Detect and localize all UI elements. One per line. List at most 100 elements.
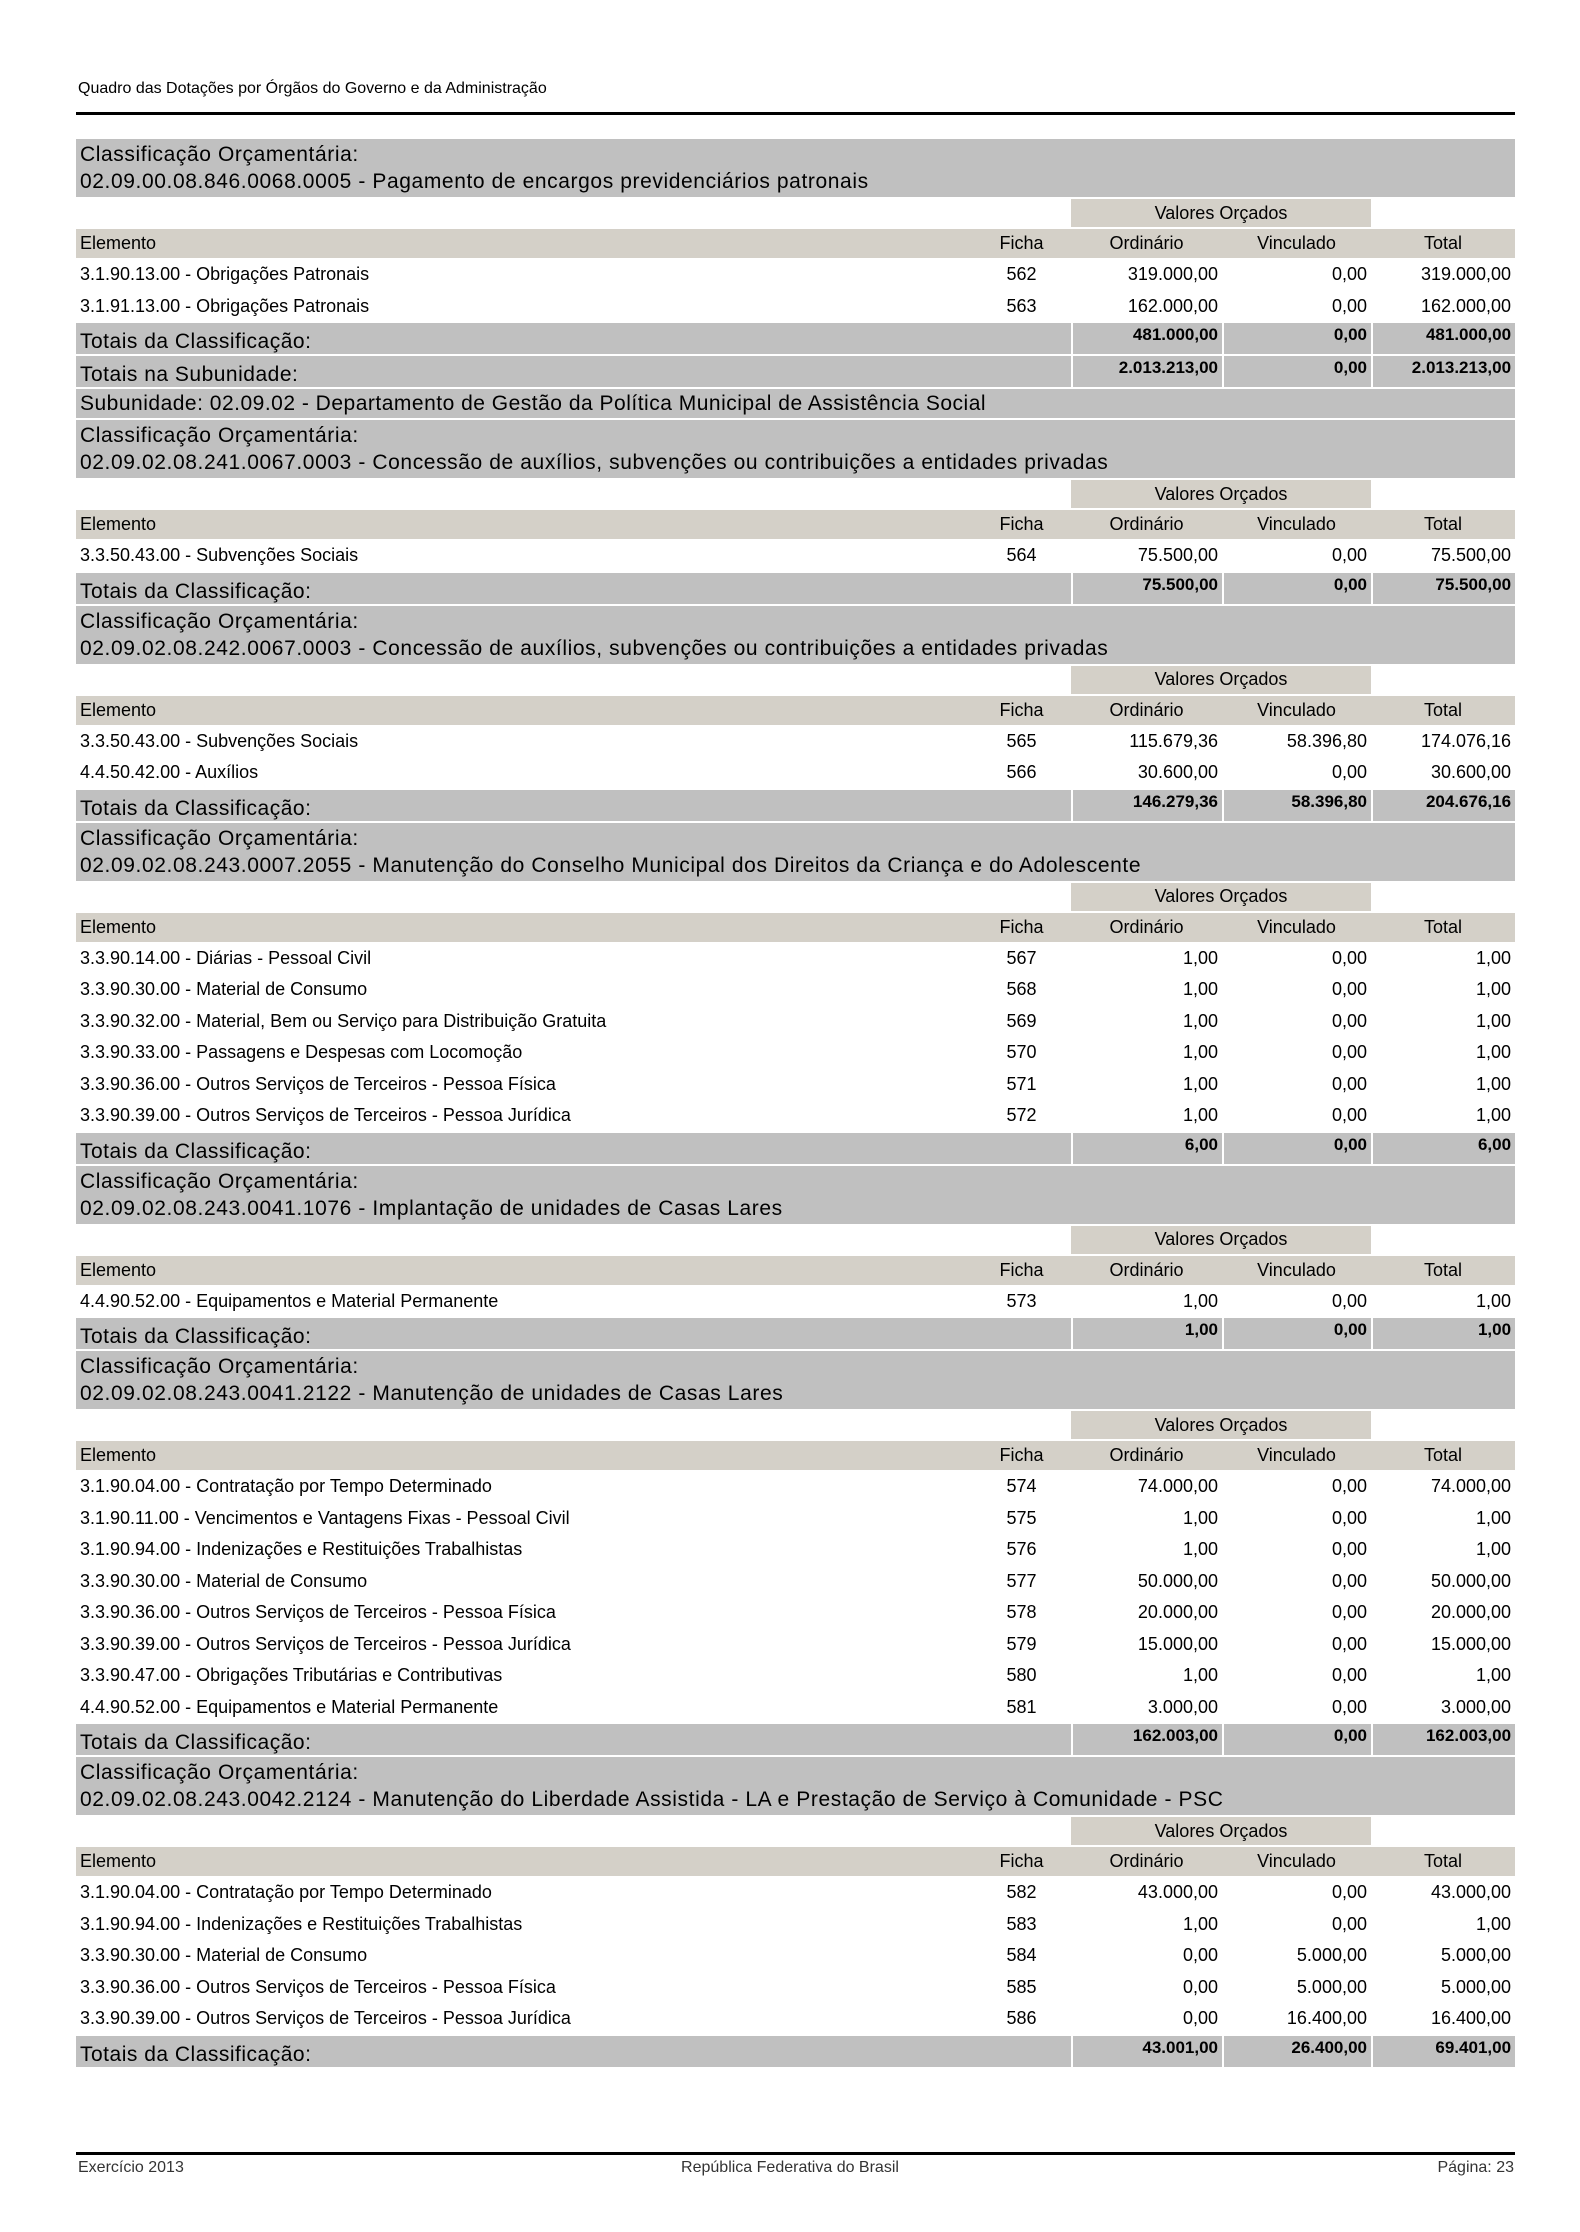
budget-table: Classificação Orçamentária: 02.09.00.08.8… xyxy=(76,137,1516,2069)
ordinario-cell: 43.000,00 xyxy=(1137,1882,1218,1903)
col-header-total: Total xyxy=(1371,1255,1516,1285)
ordinario-cell: 3.000,00 xyxy=(1147,1696,1218,1717)
totals-ordinario: 146.279,36 xyxy=(1071,789,1222,821)
ordinario-cell: 1,00 xyxy=(1182,1913,1218,1934)
table-row: 3.3.90.30.00 - Material de Consumo 584 0,0… xyxy=(76,1941,1515,1971)
elemento-cell: 3.3.90.14.00 - Diárias - Pessoal Civil xyxy=(80,947,372,968)
totals-vinculado: 0,00 xyxy=(1222,323,1371,354)
classification-code-title: 02.09.02.08.243.0041.1076 - Implantação … xyxy=(80,1196,783,1220)
total-cell: 1,00 xyxy=(1476,1913,1512,1934)
classification-header: Classificação Orçamentária: 02.09.02.08.2… xyxy=(76,605,1516,664)
vinculado-cell: 16.400,00 xyxy=(1286,2008,1367,2029)
total-cell: 1,00 xyxy=(1476,947,1512,968)
classification-header: Classificação Orçamentária: 02.09.02.08.2… xyxy=(76,1757,1516,1815)
column-header-row: Elemento Ficha Ordinário Vinculado Total xyxy=(76,695,1516,725)
col-header-ordinario: Ordinário xyxy=(1071,1847,1222,1876)
ordinario-cell: 1,00 xyxy=(1182,947,1218,968)
elemento-cell: 4.4.50.42.00 - Auxílios xyxy=(80,762,259,783)
table-row: 3.1.90.13.00 - Obrigações Patronais 562 31… xyxy=(76,260,1515,290)
budget-table-container: Classificação Orçamentária: 02.09.00.08.8… xyxy=(76,137,1516,2069)
elemento-cell: 3.1.91.13.00 - Obrigações Patronais xyxy=(80,295,370,316)
total-cell: 174.076,16 xyxy=(1420,730,1512,751)
subunit-totals-row: Totais na Subunidade: 2.013.213,00 0,00 2.0… xyxy=(76,356,1516,387)
ficha-cell: 573 xyxy=(1006,1290,1037,1311)
classification-header: Classificação Orçamentária: 02.09.02.08.2… xyxy=(76,1165,1516,1224)
total-cell: 15.000,00 xyxy=(1430,1633,1512,1654)
col-header-vinculado: Vinculado xyxy=(1222,912,1371,942)
classification-label: Classificação Orçamentária: xyxy=(80,1761,359,1784)
totals-vinculado: 0,00 xyxy=(1222,356,1371,387)
col-header-vinculado: Vinculado xyxy=(1222,1441,1371,1470)
col-header-ficha: Ficha xyxy=(972,1847,1071,1876)
totals-label: Totais da Classificação: xyxy=(76,572,1071,604)
classification-code-title: 02.09.02.08.243.0041.2122 - Manutenção d… xyxy=(80,1382,784,1405)
valores-orcados-row: Valores Orçados xyxy=(76,480,1515,508)
table-row: 3.3.90.36.00 - Outros Serviços de Tercei… xyxy=(76,1598,1515,1628)
elemento-cell: 4.4.90.52.00 - Equipamentos e Material P… xyxy=(80,1696,499,1717)
column-header-row: Elemento Ficha Ordinário Vinculado Total xyxy=(76,1441,1516,1470)
vinculado-cell: 0,00 xyxy=(1331,1882,1367,1903)
total-cell: 1,00 xyxy=(1476,1010,1512,1031)
ordinario-cell: 20.000,00 xyxy=(1137,1602,1218,1623)
total-cell: 50.000,00 xyxy=(1430,1570,1512,1591)
elemento-cell: 3.1.90.11.00 - Vencimentos e Vantagens F… xyxy=(80,1507,570,1528)
elemento-cell: 3.1.90.94.00 - Indenizações e Restituiçõ… xyxy=(80,1913,523,1934)
column-header-row: Elemento Ficha Ordinário Vinculado Total xyxy=(76,229,1516,258)
ordinario-cell: 1,00 xyxy=(1182,1010,1218,1031)
classification-label: Classificação Orçamentária: xyxy=(80,826,359,850)
ordinario-cell: 74.000,00 xyxy=(1137,1476,1218,1497)
ficha-cell: 579 xyxy=(1006,1633,1037,1654)
totals-total: 2.013.213,00 xyxy=(1371,356,1516,387)
classification-label: Classificação Orçamentária: xyxy=(80,1169,359,1193)
column-header-row: Elemento Ficha Ordinário Vinculado Total xyxy=(76,1255,1516,1285)
vinculado-cell: 0,00 xyxy=(1331,1476,1367,1497)
table-row: 3.3.90.30.00 - Material de Consumo 577 50.… xyxy=(76,1567,1515,1597)
elemento-cell: 3.3.90.30.00 - Material de Consumo xyxy=(80,979,368,1000)
table-row: 3.3.90.30.00 - Material de Consumo 568 1,0… xyxy=(76,975,1515,1005)
valores-orcados-row: Valores Orçados xyxy=(76,1817,1515,1845)
ficha-cell: 575 xyxy=(1006,1507,1037,1528)
valores-orcados-header: Valores Orçados xyxy=(1071,1225,1371,1254)
valores-orcados-row: Valores Orçados xyxy=(76,199,1515,227)
classification-header: Classificação Orçamentária: 02.09.02.08.2… xyxy=(76,420,1516,478)
ordinario-cell: 50.000,00 xyxy=(1137,1570,1218,1591)
col-header-ficha: Ficha xyxy=(972,510,1071,539)
total-cell: 1,00 xyxy=(1476,1539,1512,1560)
table-row: 3.1.90.94.00 - Indenizações e Restituiçõ… xyxy=(76,1535,1515,1565)
totals-ordinario: 6,00 xyxy=(1071,1132,1222,1164)
ordinario-cell: 75.500,00 xyxy=(1137,545,1218,566)
col-header-total: Total xyxy=(1371,229,1516,258)
totals-vinculado: 58.396,80 xyxy=(1222,789,1371,821)
ordinario-cell: 1,00 xyxy=(1182,1042,1218,1063)
elemento-cell: 3.3.90.36.00 - Outros Serviços de Tercei… xyxy=(80,1976,556,1997)
col-header-total: Total xyxy=(1371,510,1516,539)
footer-rule xyxy=(76,2152,1515,2155)
table-row: 3.3.90.36.00 - Outros Serviços de Tercei… xyxy=(76,1070,1515,1100)
blank-cell xyxy=(1371,883,1515,911)
classification-totals-row: Totais da Classificação: 481.000,00 0,00 48… xyxy=(76,323,1516,354)
ficha-cell: 585 xyxy=(1006,1976,1037,1997)
total-cell: 30.600,00 xyxy=(1430,762,1512,783)
table-row: 3.1.91.13.00 - Obrigações Patronais 563 16… xyxy=(76,292,1515,322)
ficha-cell: 572 xyxy=(1006,1105,1037,1126)
blank-cell xyxy=(1371,480,1515,508)
total-cell: 1,00 xyxy=(1476,1105,1512,1126)
ficha-cell: 565 xyxy=(1006,730,1037,751)
vinculado-cell: 0,00 xyxy=(1331,1570,1367,1591)
totals-label: Totais da Classificação: xyxy=(76,1132,1071,1164)
vinculado-cell: 0,00 xyxy=(1331,1105,1367,1126)
ficha-cell: 584 xyxy=(1006,1945,1037,1966)
elemento-cell: 3.3.90.30.00 - Material de Consumo xyxy=(80,1945,368,1966)
vinculado-cell: 0,00 xyxy=(1331,947,1367,968)
classification-totals-row: Totais da Classificação: 162.003,00 0,00 16… xyxy=(76,1724,1516,1755)
ordinario-cell: 0,00 xyxy=(1182,1976,1218,1997)
total-cell: 5.000,00 xyxy=(1440,1945,1512,1966)
ordinario-cell: 1,00 xyxy=(1182,1539,1218,1560)
elemento-cell: 3.1.90.94.00 - Indenizações e Restituiçõ… xyxy=(80,1539,523,1560)
table-row: 4.4.50.42.00 - Auxílios 566 30.600,00 0,00 3… xyxy=(76,758,1515,788)
blank-cell xyxy=(1371,1226,1515,1254)
totals-total: 162.003,00 xyxy=(1371,1724,1516,1755)
classification-heading: Classificação Orçamentária: 02.09.00.08.8… xyxy=(76,139,1516,197)
elemento-cell: 3.3.90.33.00 - Passagens e Despesas com … xyxy=(80,1042,523,1063)
vinculado-cell: 0,00 xyxy=(1331,1633,1367,1654)
